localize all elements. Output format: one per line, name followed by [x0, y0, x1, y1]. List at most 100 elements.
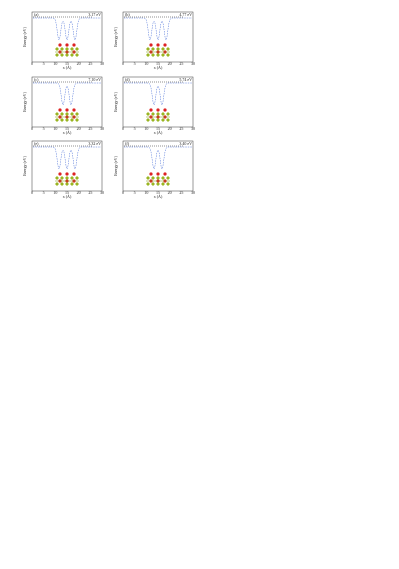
atom-red	[149, 172, 153, 176]
x-tick-label: 5	[134, 61, 136, 66]
atom-red	[156, 43, 160, 47]
atom-green	[55, 118, 59, 122]
atom-red	[149, 43, 153, 47]
atom-green	[151, 112, 155, 116]
atom-red	[58, 43, 62, 47]
atom-green	[75, 47, 79, 51]
plot-frame	[31, 140, 103, 192]
x-tick-label: 25	[88, 126, 92, 131]
x-axis-label: x (Å)	[63, 194, 72, 199]
x-tick-label: 25	[179, 190, 183, 195]
x-tick-label: 10	[53, 61, 57, 66]
atom-green	[156, 118, 160, 122]
energy-curve	[33, 146, 101, 170]
x-tick-label: 25	[88, 190, 92, 195]
energy-label: 5.74 eV	[179, 77, 192, 82]
atom-green	[151, 176, 155, 180]
panel-label: (f)	[125, 141, 130, 146]
y-axis-label: Energy (eV)	[22, 91, 27, 111]
atom-green	[55, 176, 59, 180]
atom-green	[166, 182, 170, 186]
atom-green	[70, 182, 74, 186]
atom-green	[166, 112, 170, 116]
energy-curve	[124, 146, 192, 170]
atom-green	[65, 112, 69, 116]
x-tick-label: 20	[77, 190, 81, 195]
x-tick-label: 0	[122, 190, 124, 195]
atom-green	[70, 112, 74, 116]
atom-red	[72, 108, 76, 112]
x-tick-label: 20	[168, 190, 172, 195]
atom-green	[60, 118, 64, 122]
atom-red	[163, 108, 167, 112]
x-tick-label: 15	[156, 61, 160, 66]
x-tick-label: 25	[179, 126, 183, 131]
x-tick-label: 5	[43, 190, 45, 195]
atom-green	[60, 47, 64, 51]
atom-green	[146, 112, 150, 116]
atom-green	[55, 182, 59, 186]
plot-frame	[31, 11, 103, 63]
x-tick-label: 10	[53, 190, 57, 195]
atom-green	[65, 182, 69, 186]
x-axis-label: x (Å)	[154, 130, 163, 135]
x-tick-label: 15	[156, 190, 160, 195]
atom-green	[60, 176, 64, 180]
atom-green	[60, 53, 64, 57]
energy-curve	[124, 82, 192, 106]
atom-red	[65, 172, 69, 176]
x-tick-label: 0	[122, 126, 124, 131]
x-tick-label: 30	[100, 190, 104, 195]
atom-red	[65, 108, 69, 112]
x-tick-label: 30	[191, 126, 195, 131]
atom-green	[146, 53, 150, 57]
x-tick-label: 5	[134, 190, 136, 195]
x-axis-label: x (Å)	[154, 194, 163, 199]
x-tick-label: 5	[43, 126, 45, 131]
x-tick-label: 15	[65, 126, 69, 131]
x-tick-label: 20	[168, 61, 172, 66]
plot-frame	[31, 76, 103, 128]
atom-green	[75, 176, 79, 180]
atom-red	[72, 43, 76, 47]
atom-green	[161, 182, 165, 186]
x-tick-label: 0	[31, 190, 33, 195]
atom-red	[72, 172, 76, 176]
atom-green	[166, 47, 170, 51]
atom-green	[156, 47, 160, 51]
x-tick-label: 20	[77, 61, 81, 66]
x-tick-label: 25	[88, 61, 92, 66]
panel-label: (d)	[125, 77, 130, 82]
atom-green	[156, 176, 160, 180]
atom-green	[70, 53, 74, 57]
panel-label: (b)	[125, 12, 130, 17]
x-tick-label: 0	[31, 61, 33, 66]
atom-green	[156, 182, 160, 186]
atom-green	[156, 112, 160, 116]
panel-label: (e)	[34, 141, 39, 146]
atom-green	[60, 182, 64, 186]
x-tick-label: 20	[168, 126, 172, 131]
atom-green	[75, 118, 79, 122]
atom-green	[156, 53, 160, 57]
x-tick-label: 15	[156, 126, 160, 131]
x-tick-label: 25	[179, 61, 183, 66]
energy-label: 3.17 eV	[88, 12, 101, 17]
atom-green	[161, 118, 165, 122]
atom-green	[151, 182, 155, 186]
atom-red	[65, 43, 69, 47]
atom-red	[156, 172, 160, 176]
x-tick-label: 30	[100, 126, 104, 131]
energy-label: 3.40 eV	[179, 141, 192, 146]
atom-green	[146, 182, 150, 186]
atom-green	[75, 182, 79, 186]
x-tick-label: 15	[65, 190, 69, 195]
x-tick-label: 0	[122, 61, 124, 66]
atom-green	[146, 176, 150, 180]
atom-green	[70, 176, 74, 180]
x-tick-label: 5	[43, 61, 45, 66]
atom-green	[151, 53, 155, 57]
atom-red	[58, 108, 62, 112]
x-tick-label: 30	[100, 61, 104, 66]
